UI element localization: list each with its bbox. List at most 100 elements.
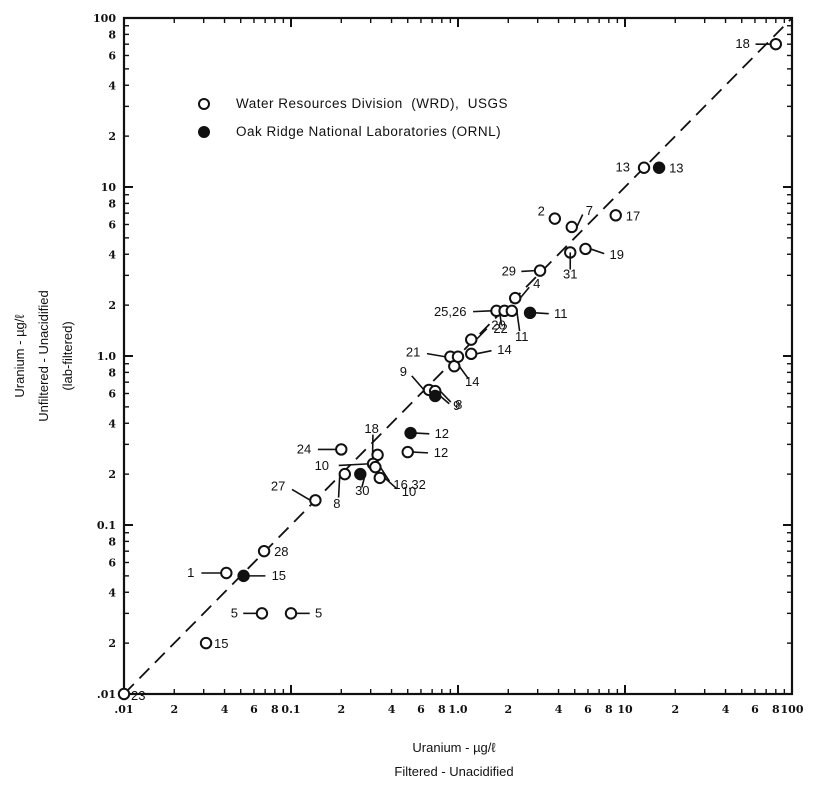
data-point-ornl (237, 569, 250, 583)
point-label: 9 (400, 364, 407, 379)
x-minor-tick-label: 4 (388, 703, 396, 716)
data-point-ornl (354, 467, 367, 481)
point-label: 19 (609, 247, 623, 262)
x-minor-tick-label: 6 (584, 703, 592, 716)
data-point-wrd (769, 37, 783, 51)
point-label: 27 (271, 478, 285, 493)
point-label: 9 (453, 398, 460, 413)
legend-label-wrd: Water Resources Division (WRD), USGS (236, 96, 508, 111)
x-axis-title: Uranium - µg/ℓ Filtered - Unacidified (394, 740, 513, 779)
data-point-wrd (609, 209, 622, 222)
y-minor-tick-label: 6 (108, 218, 116, 231)
point-leader-line (458, 365, 469, 380)
point-label: 14 (465, 374, 479, 389)
y-tick-label: 10 (101, 181, 117, 194)
point-label: 13 (616, 160, 630, 175)
point-leader-line (426, 352, 446, 358)
y-axis-title-line2: Unfiltered - Unacidified (36, 290, 51, 422)
data-point-wrd (505, 304, 519, 318)
data-point-wrd (309, 494, 322, 507)
x-minor-tick-label: 4 (722, 703, 730, 716)
point-label: 15 (214, 636, 228, 651)
x-tick-label: .01 (114, 703, 133, 716)
data-point-wrd (257, 544, 271, 558)
point-leader-line (291, 488, 311, 501)
y-minor-tick-label: 4 (108, 417, 116, 430)
legend-filled-marker (198, 126, 210, 138)
point-label: 11 (515, 329, 529, 344)
point-label: 25,26 (434, 304, 467, 319)
x-tick-label: 100 (781, 703, 804, 716)
x-tick-label: 1.0 (448, 703, 467, 716)
point-label: 12 (435, 426, 449, 441)
point-label: 4 (533, 276, 540, 291)
x-minor-tick-label: 2 (504, 703, 512, 716)
axis-ticks: .01 0.1 1.0 10 100.010.11.010100224466882244… (93, 12, 804, 716)
x-minor-tick-label: 2 (337, 703, 345, 716)
data-point-wrd (451, 350, 465, 363)
data-point-wrd (117, 687, 131, 701)
data-point-wrd (338, 467, 352, 481)
point-leader-line (475, 328, 488, 341)
data-point-ornl (428, 389, 442, 403)
x-minor-tick-label: 6 (417, 703, 425, 716)
point-label: 1 (187, 565, 194, 580)
point-leader-line (379, 466, 391, 482)
point-leader-line (338, 463, 369, 467)
point-label: 21 (406, 345, 420, 360)
data-point-ornl (404, 426, 417, 440)
point-leader-line (476, 349, 492, 355)
data-point-wrd (548, 212, 562, 225)
x-minor-tick-label: 6 (751, 703, 759, 716)
point-label: 20 (491, 318, 505, 333)
point-label: 12 (434, 445, 448, 460)
x-minor-tick-label: 4 (221, 703, 229, 716)
point-leader-line (473, 310, 492, 313)
data-point-wrd (565, 220, 578, 234)
point-label: 29 (502, 264, 516, 279)
x-tick-label: 0.1 (281, 703, 300, 716)
point-label: 30 (355, 483, 369, 498)
y-minor-tick-label: 2 (108, 130, 116, 143)
point-leader-line (384, 477, 398, 490)
point-leader-line (590, 248, 605, 255)
point-label: 8 (455, 397, 462, 412)
point-label: 5 (315, 605, 322, 620)
data-point-wrd (199, 636, 213, 650)
x-minor-tick-label: 8 (772, 703, 780, 716)
x-minor-tick-label: 6 (250, 703, 258, 716)
data-point-ornl (523, 306, 537, 320)
y-axis-title-line3: (lab-filtered) (60, 321, 75, 390)
point-label: 13 (669, 161, 683, 176)
point-leader-line (361, 473, 367, 488)
data-point-wrd (533, 264, 547, 277)
y-minor-tick-label: 4 (108, 79, 116, 92)
point-label: 15 (272, 568, 286, 583)
data-point-wrd (335, 443, 348, 456)
y-minor-tick-label: 4 (108, 248, 116, 261)
point-label: 5 (231, 605, 238, 620)
point-leader-line (519, 286, 530, 299)
point-label: 22 (493, 321, 507, 336)
data-point-wrd (465, 347, 478, 361)
point-label: 24 (297, 441, 311, 456)
point-leader-line (516, 310, 521, 332)
y-minor-tick-label: 8 (108, 197, 116, 210)
y-minor-tick-label: 8 (108, 28, 116, 41)
point-label: 14 (497, 342, 511, 357)
legend-label-ornl: Oak Ridge National Laboratories (ORNL) (236, 124, 501, 139)
point-label: 18 (735, 36, 749, 51)
legend: Water Resources Division (WRD), USGS Oak… (198, 96, 508, 139)
data-point-wrd (465, 333, 478, 346)
point-label: 8 (333, 496, 340, 511)
point-label: 16,32 (393, 477, 426, 492)
y-minor-tick-label: 2 (108, 299, 116, 312)
data-point-wrd (373, 471, 386, 485)
point-leader-line (415, 432, 430, 435)
x-minor-tick-label: 2 (671, 703, 679, 716)
x-tick-label: 10 (617, 703, 633, 716)
y-minor-tick-label: 2 (108, 637, 116, 650)
point-leader-line (576, 214, 584, 228)
